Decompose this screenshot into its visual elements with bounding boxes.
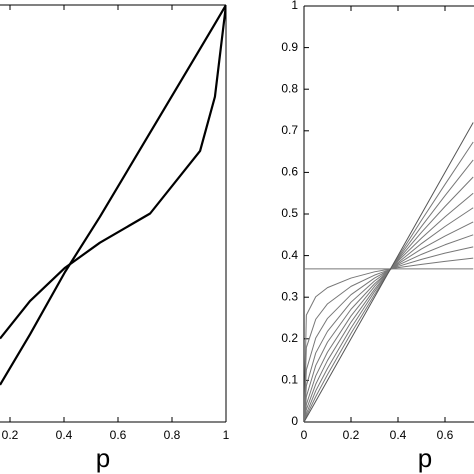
series-line: [0, 5, 226, 340]
x-tick-label: 0.2: [2, 428, 19, 442]
series-line: [0, 5, 226, 386]
y-tick-label: 0.6: [281, 165, 298, 179]
series-line: [304, 141, 474, 422]
y-tick-label: 0.5: [281, 206, 298, 220]
x-axis-label: p: [96, 443, 110, 473]
x-tick-label: 0.6: [110, 428, 127, 442]
y-tick-label: 0.2: [281, 331, 298, 345]
y-tick-label: 0.1: [281, 373, 298, 387]
y-tick-label: 0.4: [281, 248, 298, 262]
y-tick-label: 1: [291, 0, 298, 12]
x-tick-label: 0.4: [390, 428, 407, 442]
x-tick-label: 0.2: [343, 428, 360, 442]
y-tick-label: 0.9: [281, 40, 298, 54]
series-line: [304, 221, 474, 422]
series-line: [304, 257, 474, 422]
series-line: [304, 246, 474, 422]
series-line: [304, 192, 474, 422]
series-line: [304, 234, 474, 422]
x-tick-label: 1: [223, 428, 230, 442]
x-axis-label: p: [418, 443, 432, 473]
y-tick-label: 0.8: [281, 81, 298, 95]
x-tick-label: 0.4: [56, 428, 73, 442]
series-line: [304, 159, 474, 422]
series-line: [304, 176, 474, 422]
x-tick-label: 0.8: [164, 428, 181, 442]
x-tick-label: 0.6: [437, 428, 454, 442]
y-tick-label: 0.7: [281, 123, 298, 137]
x-tick-label: 0: [301, 428, 308, 442]
y-tick-label: 0: [291, 414, 298, 428]
y-tick-label: 0.3: [281, 289, 298, 303]
series-line: [304, 207, 474, 422]
series-line: [304, 122, 474, 422]
